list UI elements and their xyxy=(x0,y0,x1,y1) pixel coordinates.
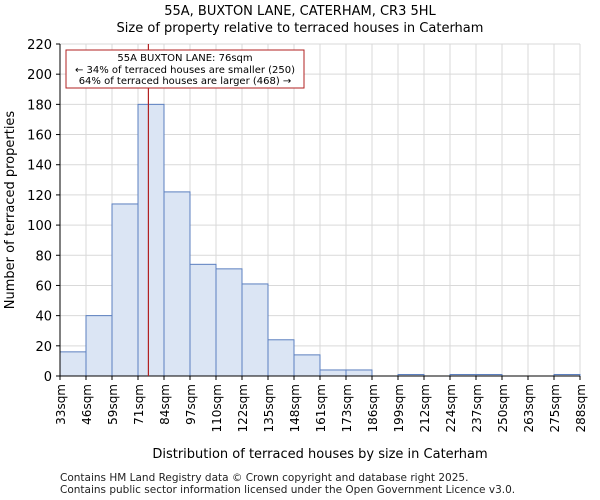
y-tick-label: 100 xyxy=(27,219,52,234)
y-tick-label: 60 xyxy=(35,279,52,294)
annotation-box xyxy=(65,49,305,89)
x-tick-label: 275sqm xyxy=(548,384,562,432)
y-tick-label: 180 xyxy=(27,98,52,113)
y-tick-label: 220 xyxy=(27,38,52,53)
histogram-bar xyxy=(319,369,347,377)
histogram-bar xyxy=(215,268,243,377)
histogram-bar xyxy=(59,351,87,377)
x-tick-label: 161sqm xyxy=(314,384,328,432)
histogram-bar xyxy=(137,103,165,377)
y-tick-label: 0 xyxy=(44,370,52,385)
annotation-line-1: 55A BUXTON LANE: 76sqm xyxy=(117,53,252,64)
x-tick-label: 135sqm xyxy=(262,384,276,432)
x-tick-label: 199sqm xyxy=(392,384,406,432)
x-tick-label: 173sqm xyxy=(340,384,354,432)
histogram-bar xyxy=(293,354,321,377)
x-tick-label: 237sqm xyxy=(470,384,484,432)
x-tick-label: 71sqm xyxy=(132,384,146,425)
y-tick-label: 120 xyxy=(27,189,52,204)
x-tick-label: 250sqm xyxy=(496,384,510,432)
y-tick-label: 80 xyxy=(35,249,52,264)
y-tick-label: 160 xyxy=(27,129,52,144)
y-axis-title: Number of terraced properties xyxy=(3,111,18,310)
x-tick-label: 263sqm xyxy=(522,384,536,432)
histogram-bar xyxy=(241,283,269,377)
x-tick-label: 224sqm xyxy=(444,384,458,432)
y-tick-label: 140 xyxy=(27,159,52,174)
histogram-bar xyxy=(85,315,113,377)
chart-subtitle: Size of property relative to terraced ho… xyxy=(116,21,484,36)
x-tick-label: 148sqm xyxy=(288,384,302,432)
x-axis-title: Distribution of terraced houses by size … xyxy=(152,447,487,462)
x-tick-label: 84sqm xyxy=(158,384,172,425)
x-tick-label: 59sqm xyxy=(106,384,120,425)
x-tick-label: 110sqm xyxy=(210,384,224,432)
x-tick-label: 97sqm xyxy=(184,384,198,425)
histogram-bar xyxy=(189,263,217,377)
y-tick-label: 20 xyxy=(35,340,52,355)
footer-licence: Contains public sector information licen… xyxy=(60,484,516,496)
x-tick-label: 288sqm xyxy=(574,384,588,432)
histogram-bar xyxy=(111,203,139,377)
x-tick-label: 186sqm xyxy=(366,384,380,432)
x-tick-label: 212sqm xyxy=(418,384,432,432)
y-tick-label: 200 xyxy=(27,68,52,83)
footer-copyright: Contains HM Land Registry data © Crown c… xyxy=(60,472,469,484)
chart-title: 55A, BUXTON LANE, CATERHAM, CR3 5HL xyxy=(164,4,436,19)
histogram-bar xyxy=(163,191,191,377)
annotation-line-3: 64% of terraced houses are larger (468) … xyxy=(79,76,292,87)
annotation-line-2: ← 34% of terraced houses are smaller (25… xyxy=(75,65,295,76)
y-tick-label: 40 xyxy=(35,310,52,325)
x-tick-label: 122sqm xyxy=(236,384,250,432)
x-tick-label: 33sqm xyxy=(54,384,68,425)
histogram-bar xyxy=(267,339,295,377)
histogram-bar xyxy=(345,369,373,377)
x-tick-label: 46sqm xyxy=(80,384,94,425)
